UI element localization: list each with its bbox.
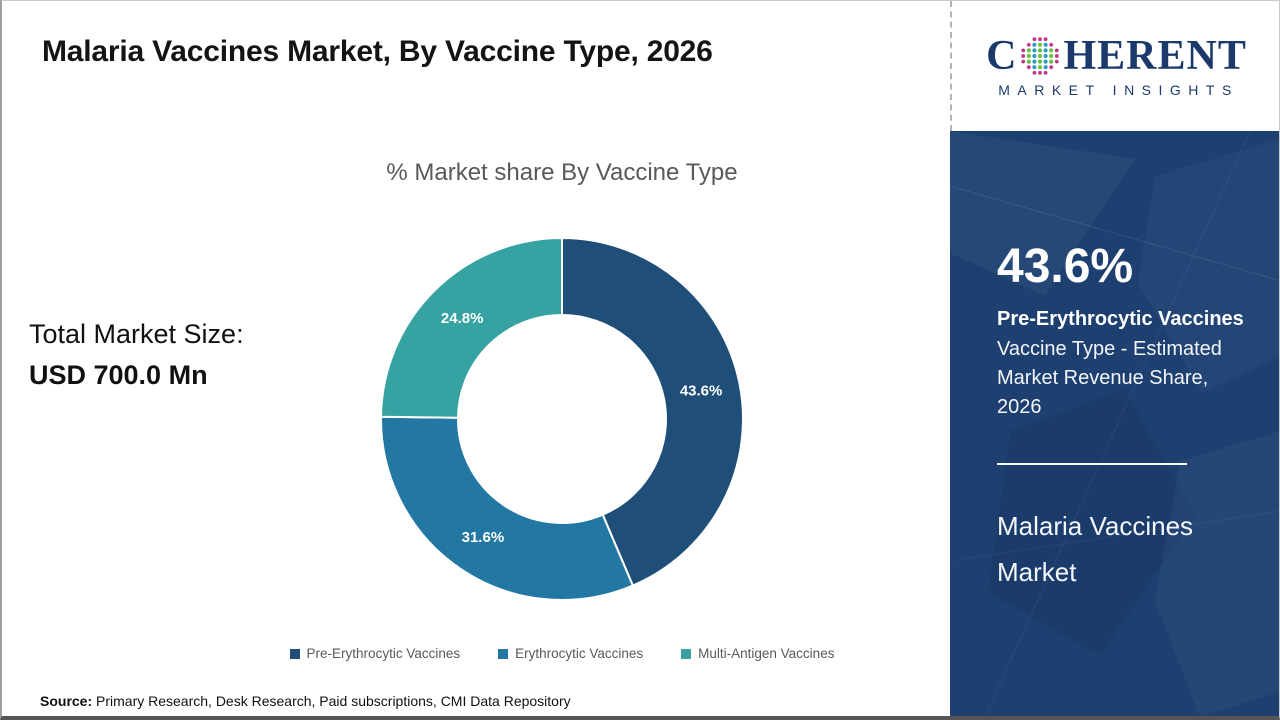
chart-legend: Pre-Erythrocytic Vaccines Erythrocytic Va…	[162, 646, 962, 661]
chart-title: % Market share By Vaccine Type	[386, 159, 738, 186]
donut-chart-svg: 43.6% 31.6% 24.8%	[379, 236, 744, 601]
legend-swatch-icon	[289, 648, 300, 659]
brand-subtitle: MARKET INSIGHTS	[998, 82, 1239, 98]
donut-segment-1	[561, 236, 744, 587]
legend-label: Erythrocytic Vaccines	[515, 646, 644, 661]
legend-item: Pre-Erythrocytic Vaccines	[289, 646, 461, 661]
legend-item: Multi-Antigen Vaccines	[681, 646, 834, 661]
legend-label: Multi-Antigen Vaccines	[698, 646, 835, 661]
page-title: Malaria Vaccines Market, By Vaccine Type…	[42, 35, 713, 68]
brand-name-suffix: HERENT	[1063, 33, 1247, 79]
world-map-texture	[950, 131, 1279, 716]
donut-segment-3	[379, 236, 563, 419]
highlight-segment-name: Pre-Erythrocytic Vaccines	[997, 308, 1244, 330]
legend-label: Pre-Erythrocytic Vaccines	[306, 646, 461, 661]
legend-swatch-icon	[498, 648, 509, 659]
highlight-value: 43.6%	[997, 240, 1134, 293]
donut-chart: 43.6% 31.6% 24.8%	[372, 229, 752, 609]
legend-item: Erythrocytic Vaccines	[498, 646, 643, 661]
total-market-size-value: USD 700.0 Mn	[29, 360, 208, 390]
brand-logo-area: C HERENT MARKET INSIGHTS	[950, 1, 1279, 131]
total-market-size-block: Total Market Size: USD 700.0 Mn	[29, 319, 244, 391]
sidebar-content: 43.6% Pre-Erythrocytic Vaccines Vaccine …	[950, 239, 1279, 595]
brand-name-prefix: C	[986, 33, 1018, 79]
globe-icon	[1021, 37, 1060, 75]
legend-swatch-icon	[681, 648, 692, 659]
slice-data-label: 31.6%	[462, 529, 505, 546]
source-line: Source: Primary Research, Desk Research,…	[40, 693, 571, 709]
source-text: Primary Research, Desk Research, Paid su…	[96, 693, 571, 709]
report-name: Malaria Vaccines Market	[997, 511, 1194, 587]
donut-segment-2	[380, 415, 635, 601]
source-label: Source:	[40, 693, 93, 709]
sidebar-divider	[997, 463, 1187, 465]
slice-data-label: 43.6%	[680, 383, 723, 400]
total-market-size-label: Total Market Size:	[29, 319, 244, 349]
highlight-sidebar: 43.6% Pre-Erythrocytic Vaccines Vaccine …	[950, 131, 1279, 716]
slice-data-label: 24.8%	[441, 310, 484, 327]
brand-logo: C HERENT	[986, 34, 1247, 78]
highlight-caption: Vaccine Type - Estimated Market Revenue …	[997, 338, 1222, 418]
